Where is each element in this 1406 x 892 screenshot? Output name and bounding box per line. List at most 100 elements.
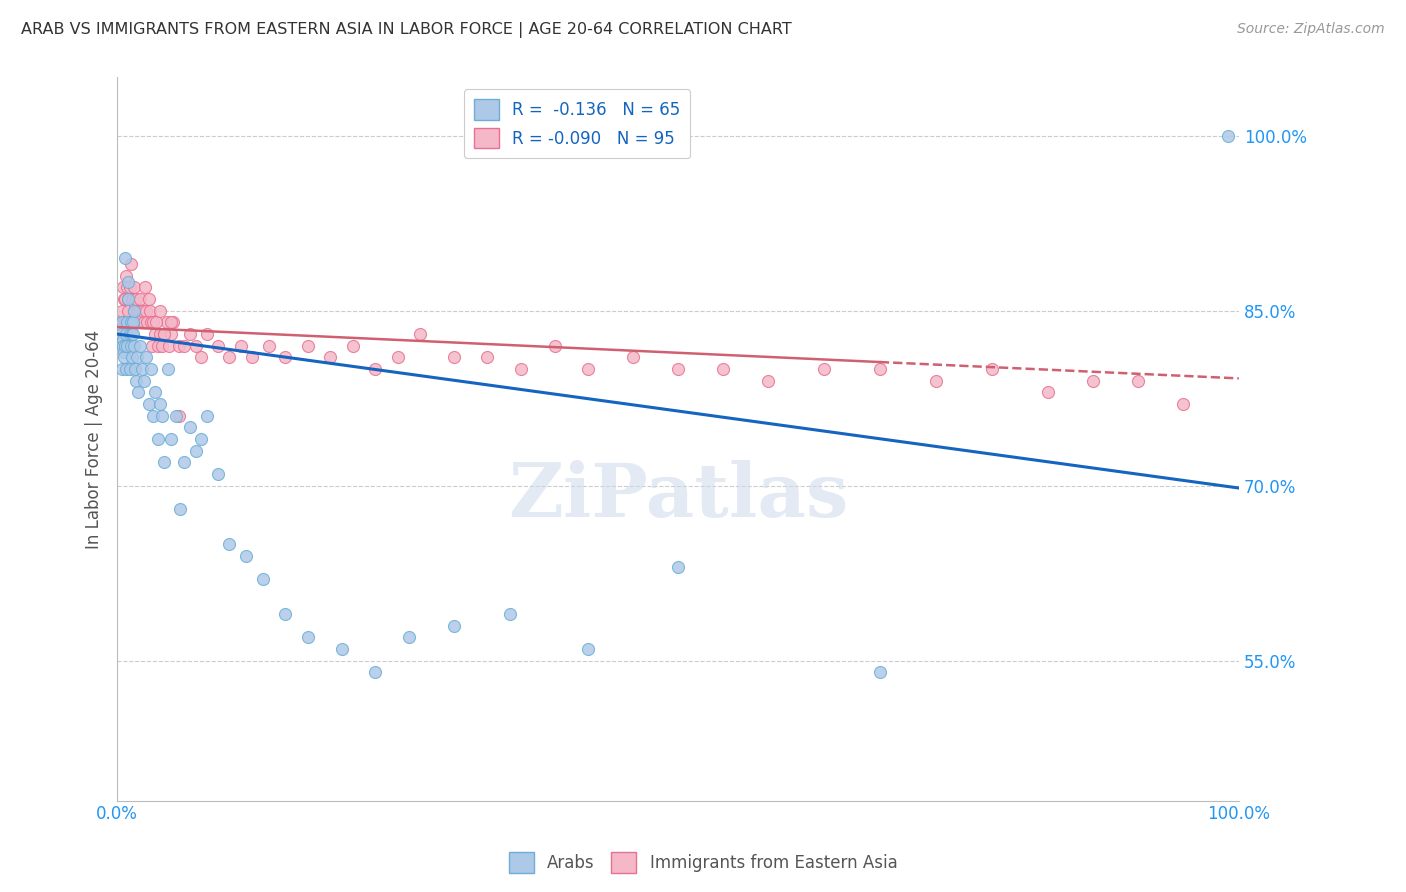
Point bbox=[576, 642, 599, 657]
Point bbox=[297, 339, 319, 353]
Point bbox=[124, 362, 146, 376]
Point bbox=[387, 351, 409, 365]
Point bbox=[122, 315, 145, 329]
Point bbox=[160, 326, 183, 341]
Point bbox=[128, 315, 150, 329]
Point bbox=[114, 339, 136, 353]
Point bbox=[111, 280, 134, 294]
Point bbox=[120, 257, 142, 271]
Point bbox=[131, 362, 153, 376]
Point bbox=[122, 292, 145, 306]
Point bbox=[477, 351, 499, 365]
Point bbox=[117, 275, 139, 289]
Point bbox=[139, 362, 162, 376]
Point bbox=[184, 443, 207, 458]
Point bbox=[711, 362, 734, 376]
Point bbox=[138, 397, 160, 411]
Point bbox=[499, 607, 522, 621]
Point bbox=[120, 315, 142, 329]
Point bbox=[110, 315, 132, 329]
Point bbox=[128, 303, 150, 318]
Point bbox=[443, 351, 465, 365]
Point bbox=[132, 374, 155, 388]
Text: Source: ZipAtlas.com: Source: ZipAtlas.com bbox=[1237, 22, 1385, 37]
Point bbox=[121, 315, 143, 329]
Y-axis label: In Labor Force | Age 20-64: In Labor Force | Age 20-64 bbox=[86, 329, 103, 549]
Point bbox=[114, 292, 136, 306]
Point bbox=[149, 326, 172, 341]
Point bbox=[122, 339, 145, 353]
Point bbox=[274, 607, 297, 621]
Point bbox=[150, 339, 173, 353]
Point bbox=[124, 298, 146, 312]
Point bbox=[218, 351, 240, 365]
Point bbox=[666, 560, 689, 574]
Point bbox=[142, 409, 165, 423]
Point bbox=[218, 537, 240, 551]
Point bbox=[240, 351, 263, 365]
Point bbox=[122, 315, 145, 329]
Point bbox=[111, 339, 134, 353]
Point bbox=[110, 326, 132, 341]
Point bbox=[179, 420, 201, 434]
Point bbox=[117, 315, 139, 329]
Point bbox=[122, 280, 145, 294]
Point bbox=[398, 630, 420, 644]
Point bbox=[127, 315, 149, 329]
Point bbox=[297, 630, 319, 644]
Point bbox=[364, 665, 387, 680]
Point bbox=[117, 292, 139, 306]
Point bbox=[112, 351, 135, 365]
Point bbox=[1216, 128, 1239, 143]
Point bbox=[122, 303, 145, 318]
Point bbox=[141, 339, 163, 353]
Point bbox=[115, 362, 138, 376]
Point bbox=[167, 339, 190, 353]
Point bbox=[131, 310, 153, 324]
Point bbox=[195, 409, 218, 423]
Point bbox=[111, 333, 134, 347]
Point bbox=[118, 326, 141, 341]
Point bbox=[156, 362, 179, 376]
Point bbox=[173, 455, 195, 469]
Point bbox=[925, 374, 948, 388]
Point bbox=[128, 385, 150, 400]
Point bbox=[138, 303, 160, 318]
Point bbox=[319, 351, 342, 365]
Legend: R =  -0.136   N = 65, R = -0.090   N = 95: R = -0.136 N = 65, R = -0.090 N = 95 bbox=[464, 89, 690, 159]
Point bbox=[125, 374, 148, 388]
Point bbox=[190, 432, 212, 446]
Point bbox=[235, 549, 257, 563]
Point bbox=[229, 339, 252, 353]
Point bbox=[190, 351, 212, 365]
Point bbox=[160, 315, 183, 329]
Point bbox=[127, 351, 149, 365]
Text: ARAB VS IMMIGRANTS FROM EASTERN ASIA IN LABOR FORCE | AGE 20-64 CORRELATION CHAR: ARAB VS IMMIGRANTS FROM EASTERN ASIA IN … bbox=[21, 22, 792, 38]
Point bbox=[117, 280, 139, 294]
Point bbox=[132, 303, 155, 318]
Point bbox=[330, 642, 353, 657]
Point bbox=[162, 315, 184, 329]
Point bbox=[207, 339, 229, 353]
Point bbox=[169, 502, 191, 516]
Point bbox=[124, 315, 146, 329]
Point bbox=[160, 432, 183, 446]
Point bbox=[112, 315, 135, 329]
Point bbox=[274, 351, 297, 365]
Point bbox=[173, 339, 195, 353]
Point bbox=[125, 315, 148, 329]
Text: ZiPatlas: ZiPatlas bbox=[508, 460, 848, 533]
Point bbox=[157, 339, 180, 353]
Point bbox=[165, 409, 187, 423]
Point bbox=[167, 409, 190, 423]
Point bbox=[114, 315, 136, 329]
Point bbox=[149, 397, 172, 411]
Point bbox=[128, 292, 150, 306]
Point bbox=[115, 326, 138, 341]
Point bbox=[342, 339, 364, 353]
Point bbox=[117, 292, 139, 306]
Point bbox=[143, 385, 166, 400]
Point bbox=[184, 339, 207, 353]
Point bbox=[134, 280, 156, 294]
Point bbox=[146, 432, 169, 446]
